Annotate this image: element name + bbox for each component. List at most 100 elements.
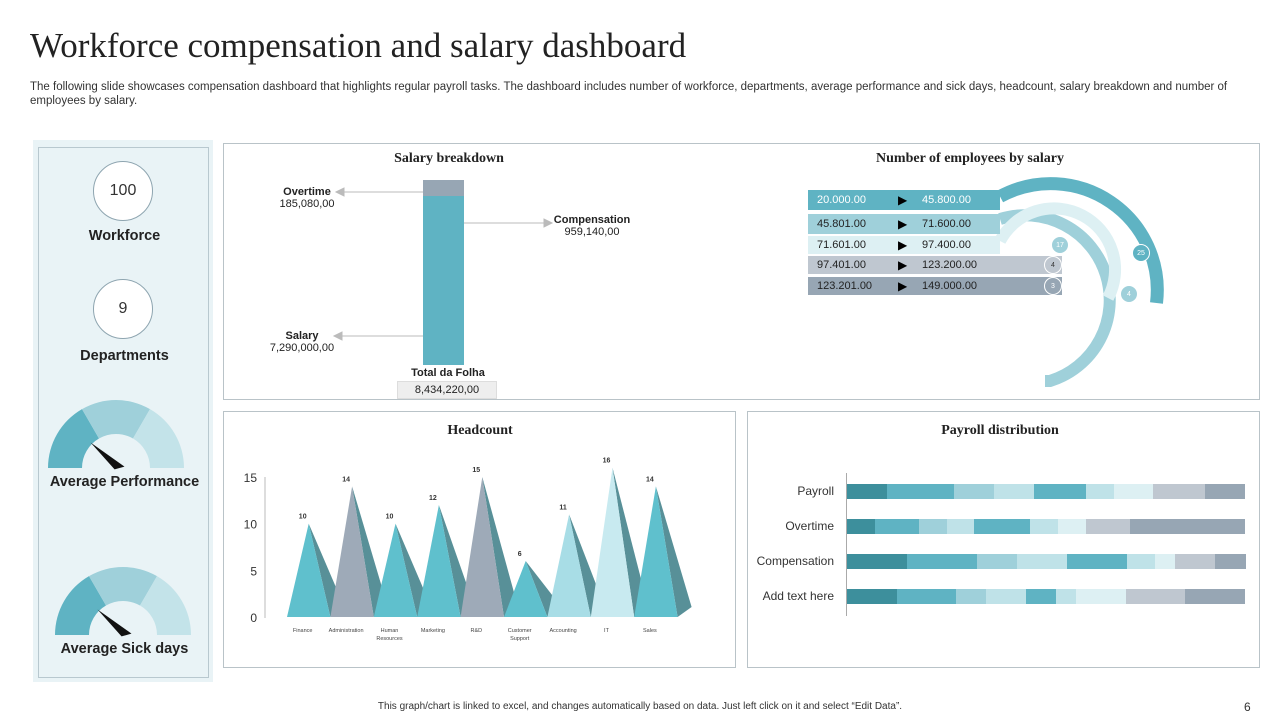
x-tick-label: Customer — [508, 628, 532, 634]
salary-range-row[interactable]: 20.000.00 ▶ 45.800.00 — [808, 190, 1000, 210]
bar-segment[interactable] — [1055, 589, 1077, 604]
range-to: 149.000.00 — [922, 280, 978, 292]
bar-segment[interactable] — [847, 484, 888, 499]
arc-range-1 — [996, 177, 1164, 304]
payroll-distribution-title: Payroll distribution — [941, 423, 1059, 438]
bar-segment[interactable] — [1125, 589, 1186, 604]
y-tick-label: 5 — [250, 564, 257, 578]
arrow-right-icon: ▶ — [898, 258, 908, 272]
range-from: 71.601.00 — [817, 239, 866, 251]
data-label: 14 — [646, 476, 654, 483]
data-label: 6 — [518, 551, 522, 558]
pyramid-bar — [547, 514, 591, 617]
arrow-right-icon: ▶ — [898, 193, 908, 207]
bar-segment[interactable] — [1127, 554, 1156, 569]
y-tick-label: 0 — [250, 611, 257, 625]
overtime-bar-segment[interactable] — [423, 180, 464, 196]
x-tick-label: Administration — [329, 628, 364, 634]
category-label: Add text here — [762, 589, 834, 603]
performance-gauge — [48, 400, 184, 470]
bar-segment[interactable] — [1113, 484, 1154, 499]
total-value: 8,434,220,00 — [397, 381, 497, 399]
headcount-chart: 0 5 10 15 10 Finance 14 Administration 10 Human Re… — [244, 458, 692, 642]
category-label: Payroll — [797, 484, 834, 498]
salary-bar-segment[interactable] — [423, 196, 464, 365]
bar-segment[interactable] — [977, 554, 1018, 569]
bar-segment[interactable] — [886, 484, 955, 499]
bar-segment[interactable] — [847, 554, 908, 569]
bar-segment[interactable] — [1085, 484, 1115, 499]
salary-range-row[interactable]: 45.801.00 ▶ 71.600.00 — [808, 214, 1000, 234]
y-tick-label: 15 — [244, 471, 258, 485]
bar-segment[interactable] — [1034, 484, 1087, 499]
arrow-right-icon: ▶ — [898, 238, 908, 252]
bar-segment[interactable] — [1153, 484, 1206, 499]
bar-segment[interactable] — [847, 519, 876, 534]
overtime-label: Overtime — [283, 186, 331, 198]
bar-segment[interactable] — [1129, 519, 1246, 534]
pyramid-bar — [287, 523, 331, 617]
bar-segment[interactable] — [1085, 519, 1131, 534]
bar-segment[interactable] — [1215, 554, 1246, 569]
page-title: Workforce compensation and salary dashbo… — [30, 26, 687, 65]
bar-segment[interactable] — [986, 589, 1027, 604]
data-label: 15 — [472, 467, 480, 474]
category-label: Overtime — [785, 519, 834, 533]
y-tick-label: 10 — [244, 518, 258, 532]
employee-count-badge: 4 — [1120, 285, 1138, 303]
bar-segment[interactable] — [1057, 519, 1087, 534]
bar-segment[interactable] — [1075, 589, 1127, 604]
x-tick-label: Finance — [293, 628, 313, 634]
bar-segment[interactable] — [1175, 554, 1216, 569]
bar-segment[interactable] — [896, 589, 957, 604]
pyramid-side — [482, 477, 518, 617]
range-from: 97.401.00 — [817, 259, 866, 271]
bar-segment[interactable] — [1205, 484, 1246, 499]
x-tick-label: Resources — [376, 636, 403, 642]
salary-range-row[interactable]: 123.201.00 ▶ 149.000.00 — [808, 277, 1062, 295]
salary-label: Salary — [285, 330, 319, 342]
compensation-callout: Compensation 959,140,00 — [552, 214, 632, 238]
bar-segment[interactable] — [1017, 554, 1068, 569]
pyramid-bar — [330, 486, 374, 617]
x-tick-label: Human — [381, 628, 399, 634]
x-tick-label: R&D — [470, 628, 482, 634]
bar-segment[interactable] — [956, 589, 987, 604]
callout-arrows — [332, 187, 554, 341]
payroll-panel — [747, 411, 1260, 668]
range-to: 97.400.00 — [922, 239, 971, 251]
footer-note: This graph/chart is linked to excel, and… — [377, 701, 903, 712]
bar-segment[interactable] — [847, 589, 898, 604]
bar-segment[interactable] — [1185, 589, 1246, 604]
bar-segment[interactable] — [954, 484, 995, 499]
page-description: The following slide showcases compensati… — [30, 81, 1228, 107]
range-from: 123.201.00 — [817, 280, 873, 292]
bar-segment[interactable] — [974, 519, 1031, 534]
gauge-segment — [82, 400, 150, 439]
salary-range-row[interactable]: 71.601.00 ▶ 97.400.00 — [808, 236, 1000, 254]
total-label: Total da Folha — [411, 367, 485, 379]
kpi-sidebar: 100 Workforce 9 Departments Average Perf… — [38, 147, 209, 678]
salary-breakdown-title: Salary breakdown — [394, 151, 504, 166]
salary-arcs — [994, 177, 1164, 387]
pyramid-bar — [634, 486, 678, 617]
bar-segment[interactable] — [1026, 589, 1057, 604]
overtime-callout: Overtime 185,080,00 — [268, 186, 346, 210]
range-from: 45.801.00 — [817, 218, 866, 230]
departments-label: Departments — [80, 348, 169, 364]
bar-segment[interactable] — [994, 484, 1035, 499]
x-tick-label: IT — [604, 628, 610, 634]
bar-segment[interactable] — [907, 554, 978, 569]
salary-range-row[interactable]: 97.401.00 ▶ 123.200.00 — [808, 256, 1062, 274]
bar-segment[interactable] — [918, 519, 947, 534]
bar-segment[interactable] — [946, 519, 975, 534]
bar-segment[interactable] — [1155, 554, 1176, 569]
bar-segment[interactable] — [1030, 519, 1059, 534]
employee-count-badge: 3 — [1044, 277, 1062, 295]
departments-value: 9 — [93, 279, 153, 339]
range-to: 45.800.00 — [922, 194, 971, 206]
bar-segment[interactable] — [1067, 554, 1128, 569]
employee-count-badge: 25 — [1132, 244, 1150, 262]
bar-segment[interactable] — [874, 519, 920, 534]
pyramid-bar — [373, 523, 418, 617]
